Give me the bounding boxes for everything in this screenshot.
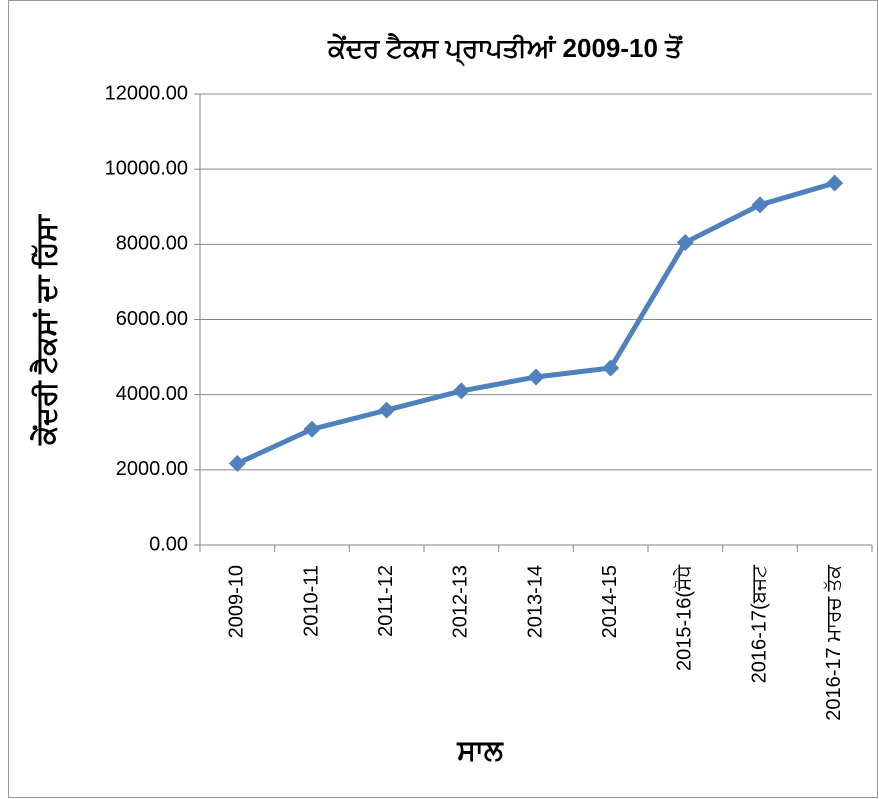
y-tick-label: 2000.00 [116,458,188,480]
x-axis-title: ਸਾਲ [456,734,504,765]
x-tick-label: 2010-11 [300,565,322,637]
point-marker [378,401,396,419]
y-tick-label: 0.00 [149,533,188,555]
point-marker [676,233,694,251]
y-tick-label: 12000.00 [105,82,188,104]
y-axis-title: ਕੇਂਦਰੀ ਟੈਕਸਾਂ ਦਾ ਹਿੱਸਾ [29,213,61,446]
point-marker [751,196,769,214]
x-tick-label: 2011-12 [375,565,397,637]
point-marker [303,420,321,438]
point-marker [452,382,470,400]
chart-border [8,0,878,798]
x-tick-label: 2016-17(ਬਜਟ [748,564,770,684]
x-tick-label: 2014-15 [599,565,621,638]
x-tick-label: 2012-13 [450,565,472,638]
x-tick-label: 2013-14 [524,565,546,638]
point-marker [228,454,246,472]
y-tick-label: 4000.00 [116,383,188,405]
x-tick-label: 2009-10 [226,565,248,638]
x-tick-label: 2015-16(ਸੋਧੇ [673,565,696,671]
y-tick-label: 8000.00 [116,233,188,255]
x-tick-label: 2016-17 ਮਾਰਚ ਤੱਕ [823,565,845,721]
point-marker [826,174,844,192]
point-marker [602,359,620,377]
y-tick-label: 10000.00 [105,157,188,179]
point-marker [527,368,545,386]
chart-title: ਕੇਂਦਰ ਟੈਕਸ ਪ੍ਰਾਪਤੀਆਂ 2009-10 ਤੋਂ [327,32,683,67]
y-tick-label: 6000.00 [116,308,188,330]
